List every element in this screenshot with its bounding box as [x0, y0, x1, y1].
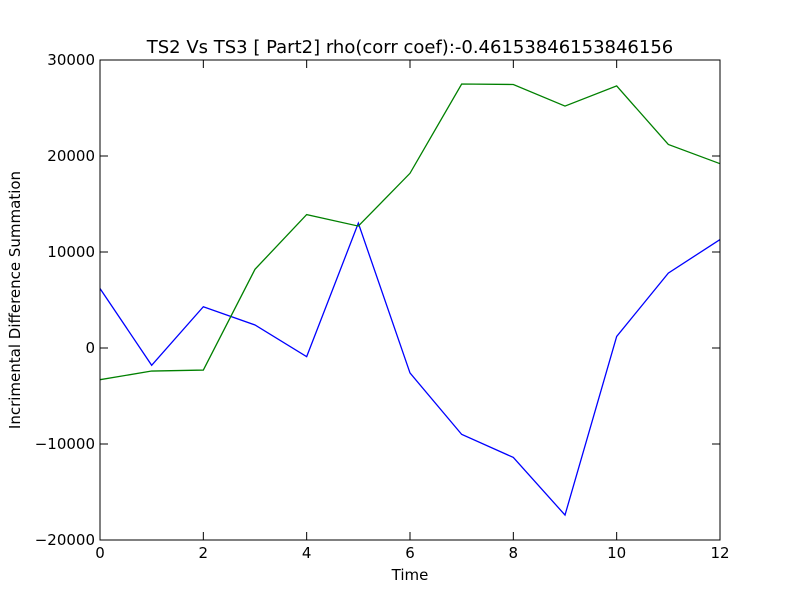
x-tick-label: 2	[199, 544, 209, 562]
series-layer	[99, 83, 721, 517]
series-line-2	[99, 83, 721, 381]
x-tick-label: 8	[509, 544, 519, 562]
series-line-1	[99, 221, 721, 517]
y-axis-label: Incrimental Difference Summation	[6, 171, 24, 429]
chart-title: TS2 Vs TS3 [ Part2] rho(corr coef):-0.46…	[146, 37, 673, 58]
y-tick-label: 30000	[47, 51, 95, 69]
x-tick-label: 10	[607, 544, 626, 562]
x-tick-label: 12	[710, 544, 729, 562]
x-tick-label: 0	[95, 544, 105, 562]
y-tick-label: −20000	[35, 531, 95, 549]
x-tick-label: 6	[405, 544, 415, 562]
y-tick-label: 0	[85, 339, 95, 357]
plot-area-frame	[99, 59, 721, 541]
y-tick-label: 20000	[47, 147, 95, 165]
x-axis-label: Time	[391, 566, 429, 584]
y-tick-label: 10000	[47, 243, 95, 261]
y-tick-label: −10000	[35, 435, 95, 453]
x-tick-label: 4	[302, 544, 312, 562]
